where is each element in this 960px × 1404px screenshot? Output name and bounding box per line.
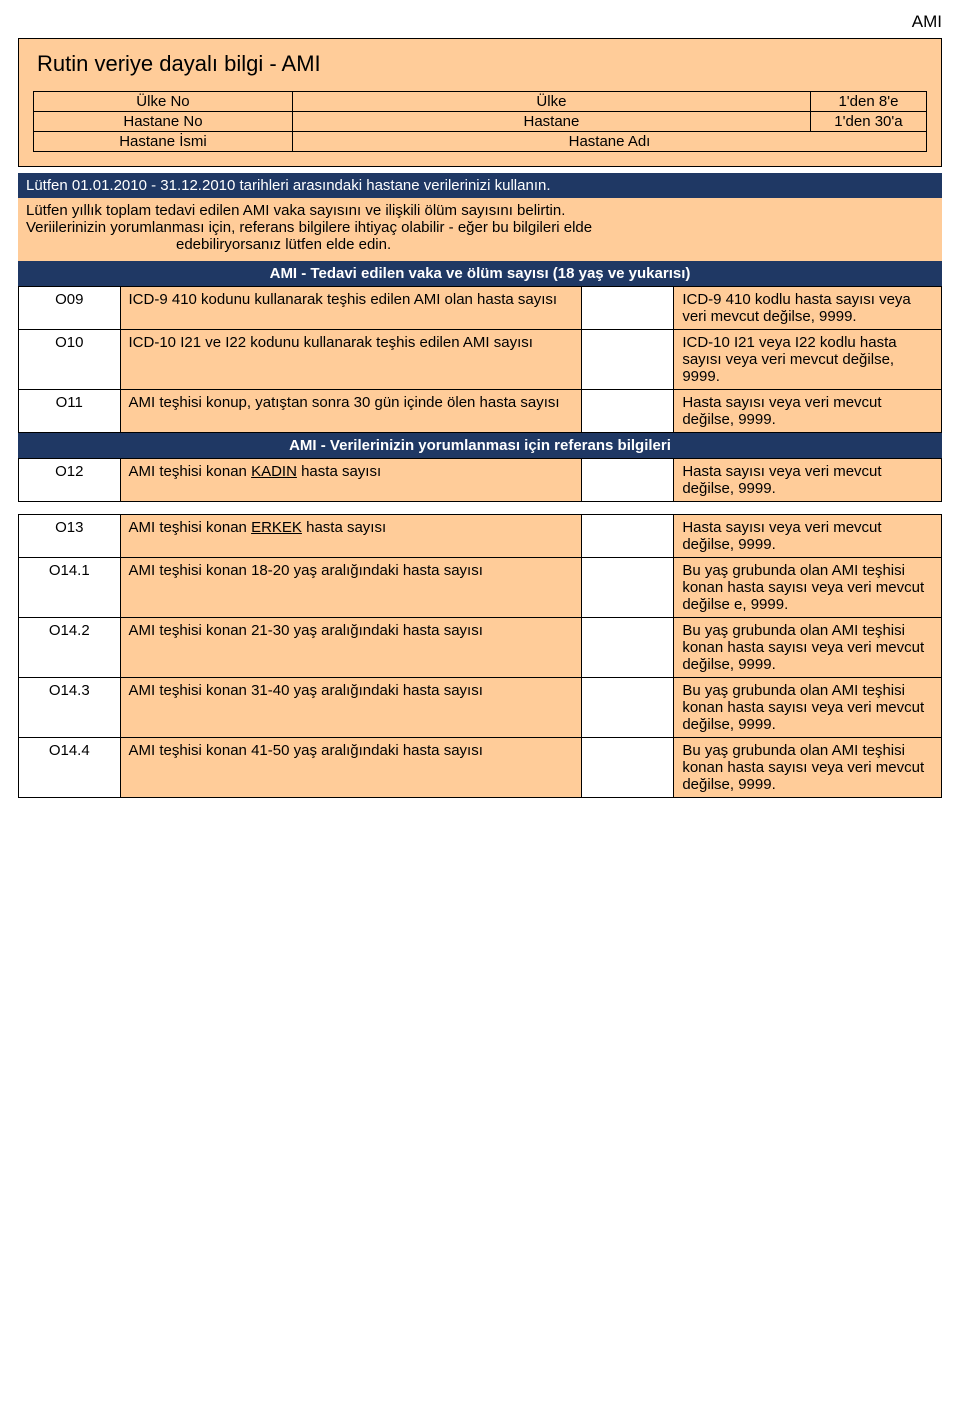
- meta-name: Ülke: [292, 92, 810, 112]
- data-row: O14.3AMI teşhisi konan 31-40 yaş aralığı…: [19, 678, 942, 738]
- data-row: O12AMI teşhisi konan KADIN hasta sayısı H…: [19, 459, 942, 502]
- row-hint: Hasta sayısı veya veri mevcut değilse, 9…: [674, 390, 942, 433]
- row-description: AMI teşhisi konan 18-20 yaş aralığındaki…: [120, 558, 582, 618]
- data-table-section2a: O12AMI teşhisi konan KADIN hasta sayısı H…: [18, 458, 942, 502]
- meta-table: Ülke NoÜlke1'den 8'eHastane NoHastane1'd…: [33, 91, 927, 152]
- row-input-cell[interactable]: [582, 459, 674, 502]
- row-hint: Bu yaş grubunda olan AMI teşhisi konan h…: [674, 618, 942, 678]
- row-description: AMI teşhisi konup, yatıştan sonra 30 gün…: [120, 390, 582, 433]
- data-row: O11AMI teşhisi konup, yatıştan sonra 30 …: [19, 390, 942, 433]
- row-code: O14.4: [19, 738, 121, 798]
- row-input-cell[interactable]: [582, 618, 674, 678]
- row-code: O14.1: [19, 558, 121, 618]
- row-code: O14.2: [19, 618, 121, 678]
- meta-row: Hastane NoHastane1'den 30'a: [34, 112, 927, 132]
- instructions-line: Veriilerinizin yorumlanması için, refera…: [26, 219, 934, 236]
- instructions-block: Lütfen yıllık toplam tedavi edilen AMI v…: [18, 198, 942, 261]
- row-code: O14.3: [19, 678, 121, 738]
- row-input-cell[interactable]: [582, 738, 674, 798]
- row-description: AMI teşhisi konan ERKEK hasta sayısı: [120, 515, 582, 558]
- data-table-section2b: O13AMI teşhisi konan ERKEK hasta sayısı H…: [18, 514, 942, 798]
- row-hint: Bu yaş grubunda olan AMI teşhisi konan h…: [674, 738, 942, 798]
- row-description: ICD-9 410 kodunu kullanarak teşhis edile…: [120, 287, 582, 330]
- data-row: O10ICD-10 I21 ve I22 kodunu kullanarak t…: [19, 330, 942, 390]
- row-input-cell[interactable]: [582, 678, 674, 738]
- row-input-cell[interactable]: [582, 390, 674, 433]
- meta-row: Hastane İsmiHastane Adı: [34, 132, 927, 152]
- row-input-cell[interactable]: [582, 330, 674, 390]
- row-input-cell[interactable]: [582, 515, 674, 558]
- instructions-line: edebiliryorsanız lütfen elde edin.: [26, 236, 934, 253]
- row-hint: ICD-9 410 kodlu hasta sayısı veya veri m…: [674, 287, 942, 330]
- row-code: O09: [19, 287, 121, 330]
- row-description: ICD-10 I21 ve I22 kodunu kullanarak teşh…: [120, 330, 582, 390]
- meta-label: Hastane No: [34, 112, 293, 132]
- data-row: O13AMI teşhisi konan ERKEK hasta sayısı H…: [19, 515, 942, 558]
- row-hint: Hasta sayısı veya veri mevcut değilse, 9…: [674, 515, 942, 558]
- meta-row: Ülke NoÜlke1'den 8'e: [34, 92, 927, 112]
- row-description: AMI teşhisi konan 31-40 yaş aralığındaki…: [120, 678, 582, 738]
- row-code: O13: [19, 515, 121, 558]
- row-input-cell[interactable]: [582, 287, 674, 330]
- row-code: O11: [19, 390, 121, 433]
- data-row: O14.1AMI teşhisi konan 18-20 yaş aralığı…: [19, 558, 942, 618]
- date-instruction-bar: Lütfen 01.01.2010 - 31.12.2010 tarihleri…: [18, 173, 942, 198]
- meta-name: Hastane Adı: [292, 132, 926, 152]
- row-code: O12: [19, 459, 121, 502]
- section-header: AMI - Tedavi edilen vaka ve ölüm sayısı …: [18, 261, 942, 286]
- row-code: O10: [19, 330, 121, 390]
- row-hint: Bu yaş grubunda olan AMI teşhisi konan h…: [674, 558, 942, 618]
- title-box: Rutin veriye dayalı bilgi - AMI Ülke NoÜ…: [18, 38, 942, 167]
- meta-name: Hastane: [292, 112, 810, 132]
- instructions-line: Lütfen yıllık toplam tedavi edilen AMI v…: [26, 202, 934, 219]
- row-hint: ICD-10 I21 veya I22 kodlu hasta sayısı v…: [674, 330, 942, 390]
- data-row: O14.4AMI teşhisi konan 41-50 yaş aralığı…: [19, 738, 942, 798]
- data-row: O09ICD-9 410 kodunu kullanarak teşhis ed…: [19, 287, 942, 330]
- data-row: O14.2AMI teşhisi konan 21-30 yaş aralığı…: [19, 618, 942, 678]
- page-header-label: AMI: [18, 12, 942, 32]
- data-table-section1: O09ICD-9 410 kodunu kullanarak teşhis ed…: [18, 286, 942, 433]
- meta-range: 1'den 8'e: [810, 92, 926, 112]
- row-description: AMI teşhisi konan KADIN hasta sayısı: [120, 459, 582, 502]
- row-input-cell[interactable]: [582, 558, 674, 618]
- meta-label: Ülke No: [34, 92, 293, 112]
- meta-range: 1'den 30'a: [810, 112, 926, 132]
- meta-label: Hastane İsmi: [34, 132, 293, 152]
- row-description: AMI teşhisi konan 41-50 yaş aralığındaki…: [120, 738, 582, 798]
- section-header: AMI - Verilerinizin yorumlanması için re…: [18, 433, 942, 458]
- document-title: Rutin veriye dayalı bilgi - AMI: [37, 51, 927, 77]
- row-hint: Bu yaş grubunda olan AMI teşhisi konan h…: [674, 678, 942, 738]
- row-hint: Hasta sayısı veya veri mevcut değilse, 9…: [674, 459, 942, 502]
- row-description: AMI teşhisi konan 21-30 yaş aralığındaki…: [120, 618, 582, 678]
